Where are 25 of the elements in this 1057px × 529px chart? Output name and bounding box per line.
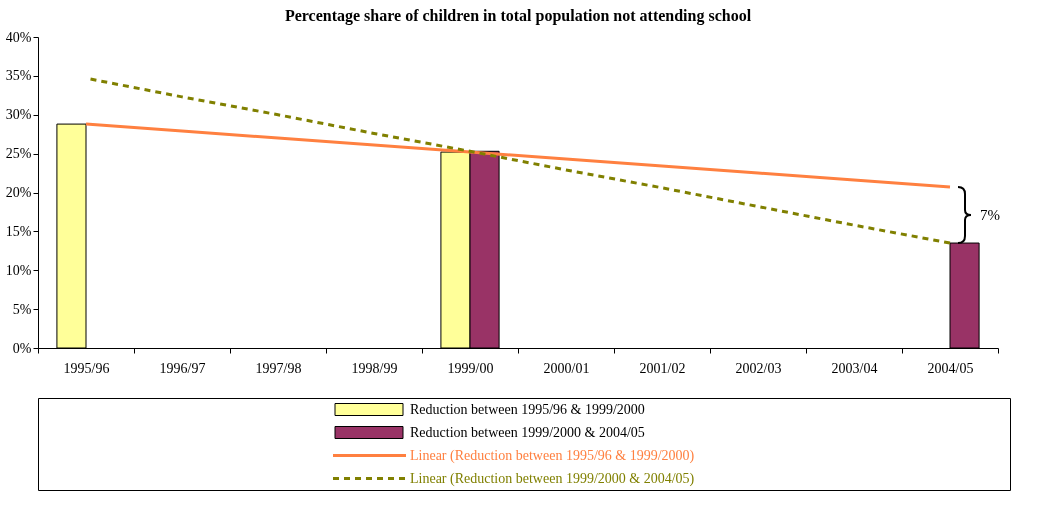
x-tick-label: 1996/97 [159, 360, 206, 376]
y-tick-label: 20% [5, 185, 32, 200]
x-tick-label: 2000/01 [543, 360, 590, 376]
y-tick-label: 15% [5, 223, 32, 239]
y-tick-label: 40% [5, 29, 32, 45]
x-tick-label: 1997/98 [255, 360, 302, 376]
y-tick-label: 30% [5, 107, 32, 123]
x-tick-label: 1995/96 [63, 360, 110, 376]
chart-title: Percentage share of children in total population not attending school [284, 7, 752, 25]
text: Linear (Reduction between 1999/2000 & 2004/05) [410, 470, 695, 487]
y-tick-label: 25% [5, 146, 32, 162]
y-tick-label: 5% [12, 301, 32, 317]
y-tick-label: 0% [12, 340, 32, 356]
y-tick-label: 10% [5, 262, 32, 278]
legend-label: Reduction between 1995/96 & 1999/2000 [410, 401, 645, 417]
legend-label: Reduction between 1999/2000 & 2004/05 [410, 424, 645, 440]
x-tick-label: 1999/00 [447, 360, 494, 376]
y-tick-label: 35% [5, 68, 32, 84]
x-tick-label: 2002/03 [735, 360, 782, 376]
annotation: 7% [980, 207, 1000, 224]
text: Linear (Reduction between 1995/96 & 1999/2000) [410, 447, 695, 464]
x-tick-label: 2004/05 [927, 360, 974, 376]
x-tick-label: 1998/99 [351, 360, 398, 376]
x-tick-label: 2001/02 [639, 360, 686, 376]
x-tick-label: 2003/04 [831, 360, 878, 376]
